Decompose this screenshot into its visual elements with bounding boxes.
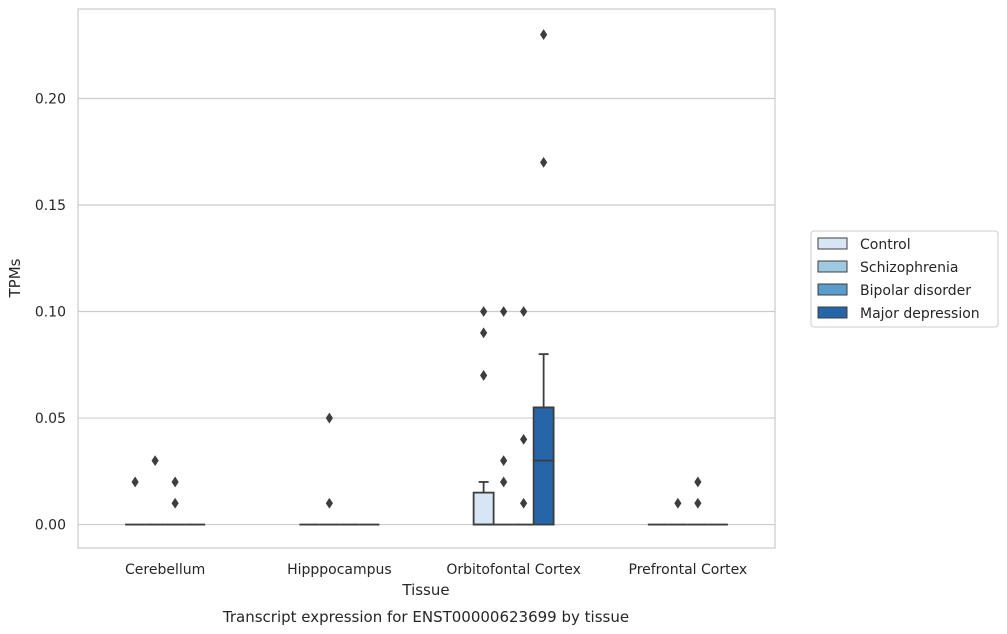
- outlier-point: [500, 476, 508, 488]
- outlier-point: [540, 156, 548, 168]
- x-tick-label: Prefrontal Cortex: [629, 562, 748, 578]
- y-tick-label: 0.00: [35, 518, 66, 534]
- grid-lines: [78, 97, 775, 526]
- legend-swatch: [817, 306, 848, 319]
- outlier-point: [674, 497, 682, 509]
- box-group: [493, 306, 514, 526]
- x-tick-label: Cerebellum: [125, 562, 205, 578]
- outlier-point: [520, 497, 528, 509]
- outlier-point: [520, 306, 528, 317]
- outlier-point: [131, 476, 139, 488]
- legend-frame: [810, 230, 999, 328]
- box-body: [532, 406, 555, 526]
- outlier-point: [171, 497, 179, 509]
- outlier-point: [151, 455, 159, 467]
- outlier-point: [480, 370, 488, 381]
- legend-label: Control: [860, 237, 911, 253]
- y-axis-ticks: 0.00 0.05 0.10 0.15 0.20: [35, 91, 66, 533]
- box-group: [513, 306, 534, 526]
- y-tick-label: 0.10: [35, 305, 66, 321]
- outlier-point: [500, 455, 508, 467]
- outlier-point: [500, 306, 508, 317]
- box-group: [667, 497, 688, 526]
- box-group: [145, 455, 166, 526]
- plot-frame: [77, 8, 776, 549]
- box-group: [532, 29, 555, 526]
- outlier-point: [480, 306, 488, 317]
- box-group: [319, 412, 340, 526]
- y-tick-label: 0.05: [35, 411, 66, 427]
- legend-swatch: [817, 260, 848, 273]
- x-tick-label: Orbitofontal Cortex: [446, 562, 581, 578]
- legend-swatch: [817, 283, 848, 296]
- y-tick-label: 0.15: [35, 198, 66, 214]
- outlier-point: [520, 433, 528, 445]
- box-group: [687, 476, 708, 526]
- outlier-point: [480, 327, 488, 339]
- y-axis-title: TPMs: [6, 258, 24, 298]
- outlier-point: [325, 412, 333, 424]
- outlier-point: [171, 476, 179, 488]
- outlier-point: [694, 497, 702, 509]
- legend-label: Bipolar disorder: [860, 283, 971, 299]
- outlier-point: [540, 29, 548, 40]
- legend-label: Major depression: [860, 306, 980, 322]
- box-body: [472, 491, 495, 526]
- box-group: [472, 306, 495, 526]
- box-group: [125, 476, 146, 526]
- chart-caption: Transcript expression for ENST0000062369…: [222, 608, 629, 626]
- box-group: [165, 476, 186, 526]
- x-tick-label: Hipppocampus: [287, 562, 392, 578]
- y-tick-label: 0.20: [35, 91, 66, 107]
- legend-swatch: [817, 237, 848, 250]
- x-axis-title: Tissue: [401, 581, 449, 599]
- outlier-point: [325, 497, 333, 509]
- legend: Control Schizophrenia Bipolar disorder Majo…: [810, 230, 999, 328]
- box-series-group: [125, 29, 728, 526]
- legend-label: Schizophrenia: [860, 260, 958, 276]
- outlier-point: [694, 476, 702, 488]
- x-axis-ticks: Cerebellum Hipppocampus Orbitofontal Corte…: [125, 562, 747, 578]
